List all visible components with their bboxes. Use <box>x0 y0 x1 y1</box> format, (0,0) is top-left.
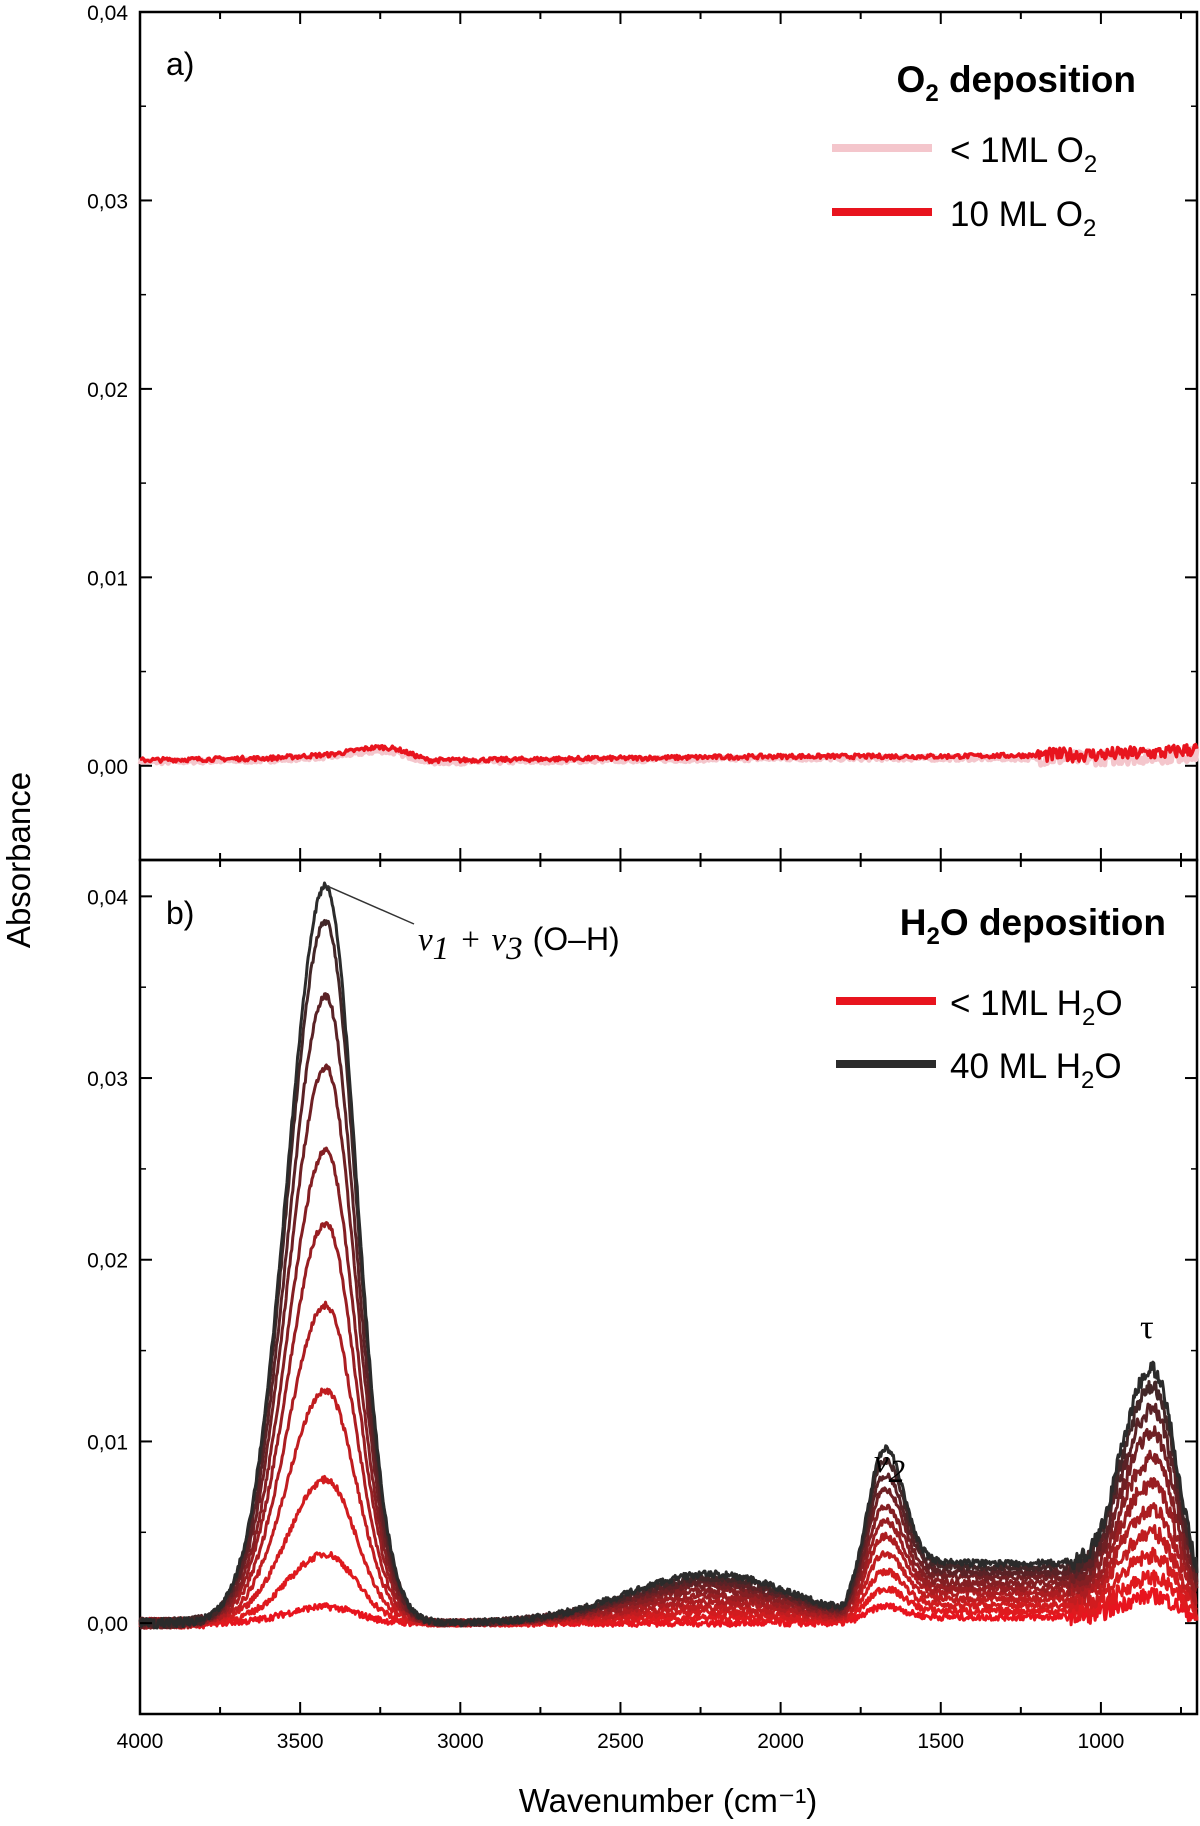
panel-b-label: b) <box>166 895 194 931</box>
series-line-3 <box>139 1474 1198 1630</box>
panel-b-legend-entry-2: 40 ML H2O <box>950 1047 1122 1094</box>
x-axis-tick-labels: 4000 3500 3000 2500 2000 1500 1000 <box>117 1730 1125 1753</box>
y-tick-label: 0,00 <box>87 1613 128 1636</box>
y-tick-label: 0,01 <box>87 567 128 590</box>
series-line-10 <box>138 919 1199 1630</box>
series-line-11 <box>138 881 1199 1630</box>
y-tick-label: 0,04 <box>87 2 128 25</box>
y-tick-label: 0,00 <box>87 756 128 779</box>
panel-b-series <box>138 881 1199 1630</box>
panel-b-legend-entry-1: < 1ML H2O <box>950 984 1123 1031</box>
panel-a-legend: O2 deposition < 1ML O2 10 ML O2 <box>832 59 1136 242</box>
series-line-7 <box>138 1146 1199 1630</box>
series-line-2 <box>139 742 1199 765</box>
panel-b-ticks: 0,00 0,01 0,02 0,03 0,04 <box>87 860 1197 1715</box>
y-tick-label: 0,01 <box>87 1431 128 1454</box>
x-tick-label: 3500 <box>277 1730 324 1753</box>
series-line-4 <box>138 1387 1199 1630</box>
libration-annotation: τ <box>1140 1309 1154 1346</box>
y-tick-label: 0,03 <box>87 190 128 213</box>
panel-b-legend: H2O deposition < 1ML H2O 40 ML H2O <box>836 902 1166 1094</box>
x-tick-label: 2500 <box>597 1730 644 1753</box>
x-tick-label: 1500 <box>917 1730 964 1753</box>
panel-b: 0,00 0,01 0,02 0,03 0,04 b) H2O deposition <… <box>87 858 1199 1716</box>
panel-a-label: a) <box>166 46 194 82</box>
panel-a-legend-entry-1: < 1ML O2 <box>950 131 1097 178</box>
x-tick-label: 4000 <box>117 1730 164 1753</box>
panel-a-legend-entry-2: 10 ML O2 <box>950 195 1096 242</box>
y-axis-title: Absorbance <box>0 772 37 948</box>
panel-b-frame <box>138 858 1199 1716</box>
y-tick-label: 0,02 <box>87 1250 128 1273</box>
x-axis-title: Wavenumber (cm⁻¹) <box>519 1782 818 1819</box>
bend-annotation: v2 <box>874 1444 905 1490</box>
panel-a-series <box>137 742 1200 768</box>
y-tick-label: 0,04 <box>87 886 128 909</box>
x-tick-label: 3000 <box>437 1730 484 1753</box>
x-tick-label: 2000 <box>757 1730 804 1753</box>
x-tick-label: 1000 <box>1078 1730 1125 1753</box>
series-line-5 <box>138 1300 1198 1630</box>
panel-b-legend-title: H2O deposition <box>900 902 1166 950</box>
oh-annotation: v1 + v3 (O–H) <box>418 921 620 967</box>
series-line-1 <box>138 1586 1199 1630</box>
oh-peak-leader-line <box>325 884 415 925</box>
series-line-6 <box>138 1221 1199 1630</box>
panel-a: 0,00 0,01 0,02 0,03 0,04 a) O2 deposition < … <box>87 2 1200 862</box>
y-tick-label: 0,03 <box>87 1068 128 1091</box>
y-tick-label: 0,02 <box>87 379 128 402</box>
panel-a-legend-title: O2 deposition <box>897 59 1136 107</box>
